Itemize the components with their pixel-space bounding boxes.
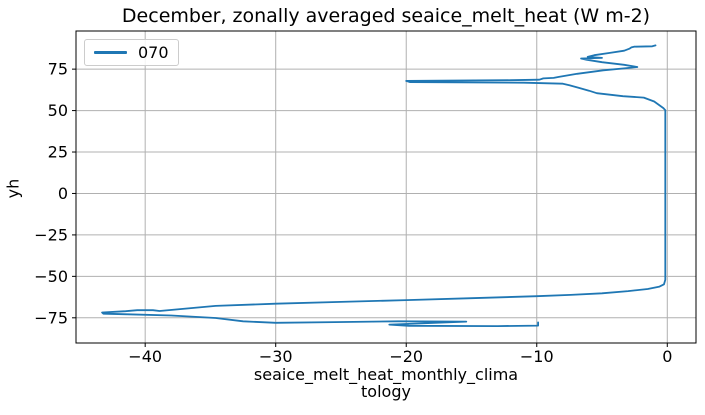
y-tick-label: 25: [48, 143, 68, 162]
x-tick-label: 0: [662, 347, 672, 366]
series-line-070: [101, 44, 667, 328]
x-axis-label-line1: seaice_melt_heat_monthly_clima: [253, 365, 519, 384]
y-axis-label: yh: [3, 178, 23, 199]
y-tick-label: 50: [48, 101, 68, 120]
plot-border: [75, 30, 697, 344]
chart-title: December, zonally averaged seaice_melt_h…: [121, 5, 651, 27]
y-tick-label: −50: [34, 267, 68, 286]
legend-label: 070: [138, 43, 169, 62]
y-tick-label: −75: [34, 308, 68, 327]
x-axis-label: seaice_melt_heat_monthly_clima tology: [76, 366, 696, 400]
x-tick-label: −30: [259, 347, 293, 366]
y-tick-label: 0: [58, 184, 68, 203]
legend-line-swatch: [94, 51, 127, 54]
y-tick-label: −25: [34, 225, 68, 244]
x-tick-label: −10: [520, 347, 554, 366]
x-axis-label-line2: tology: [361, 382, 411, 401]
y-tick-label: 75: [48, 60, 68, 79]
x-tick-label: −40: [128, 347, 162, 366]
x-tick-label: −20: [389, 347, 423, 366]
legend: 070: [84, 39, 179, 66]
